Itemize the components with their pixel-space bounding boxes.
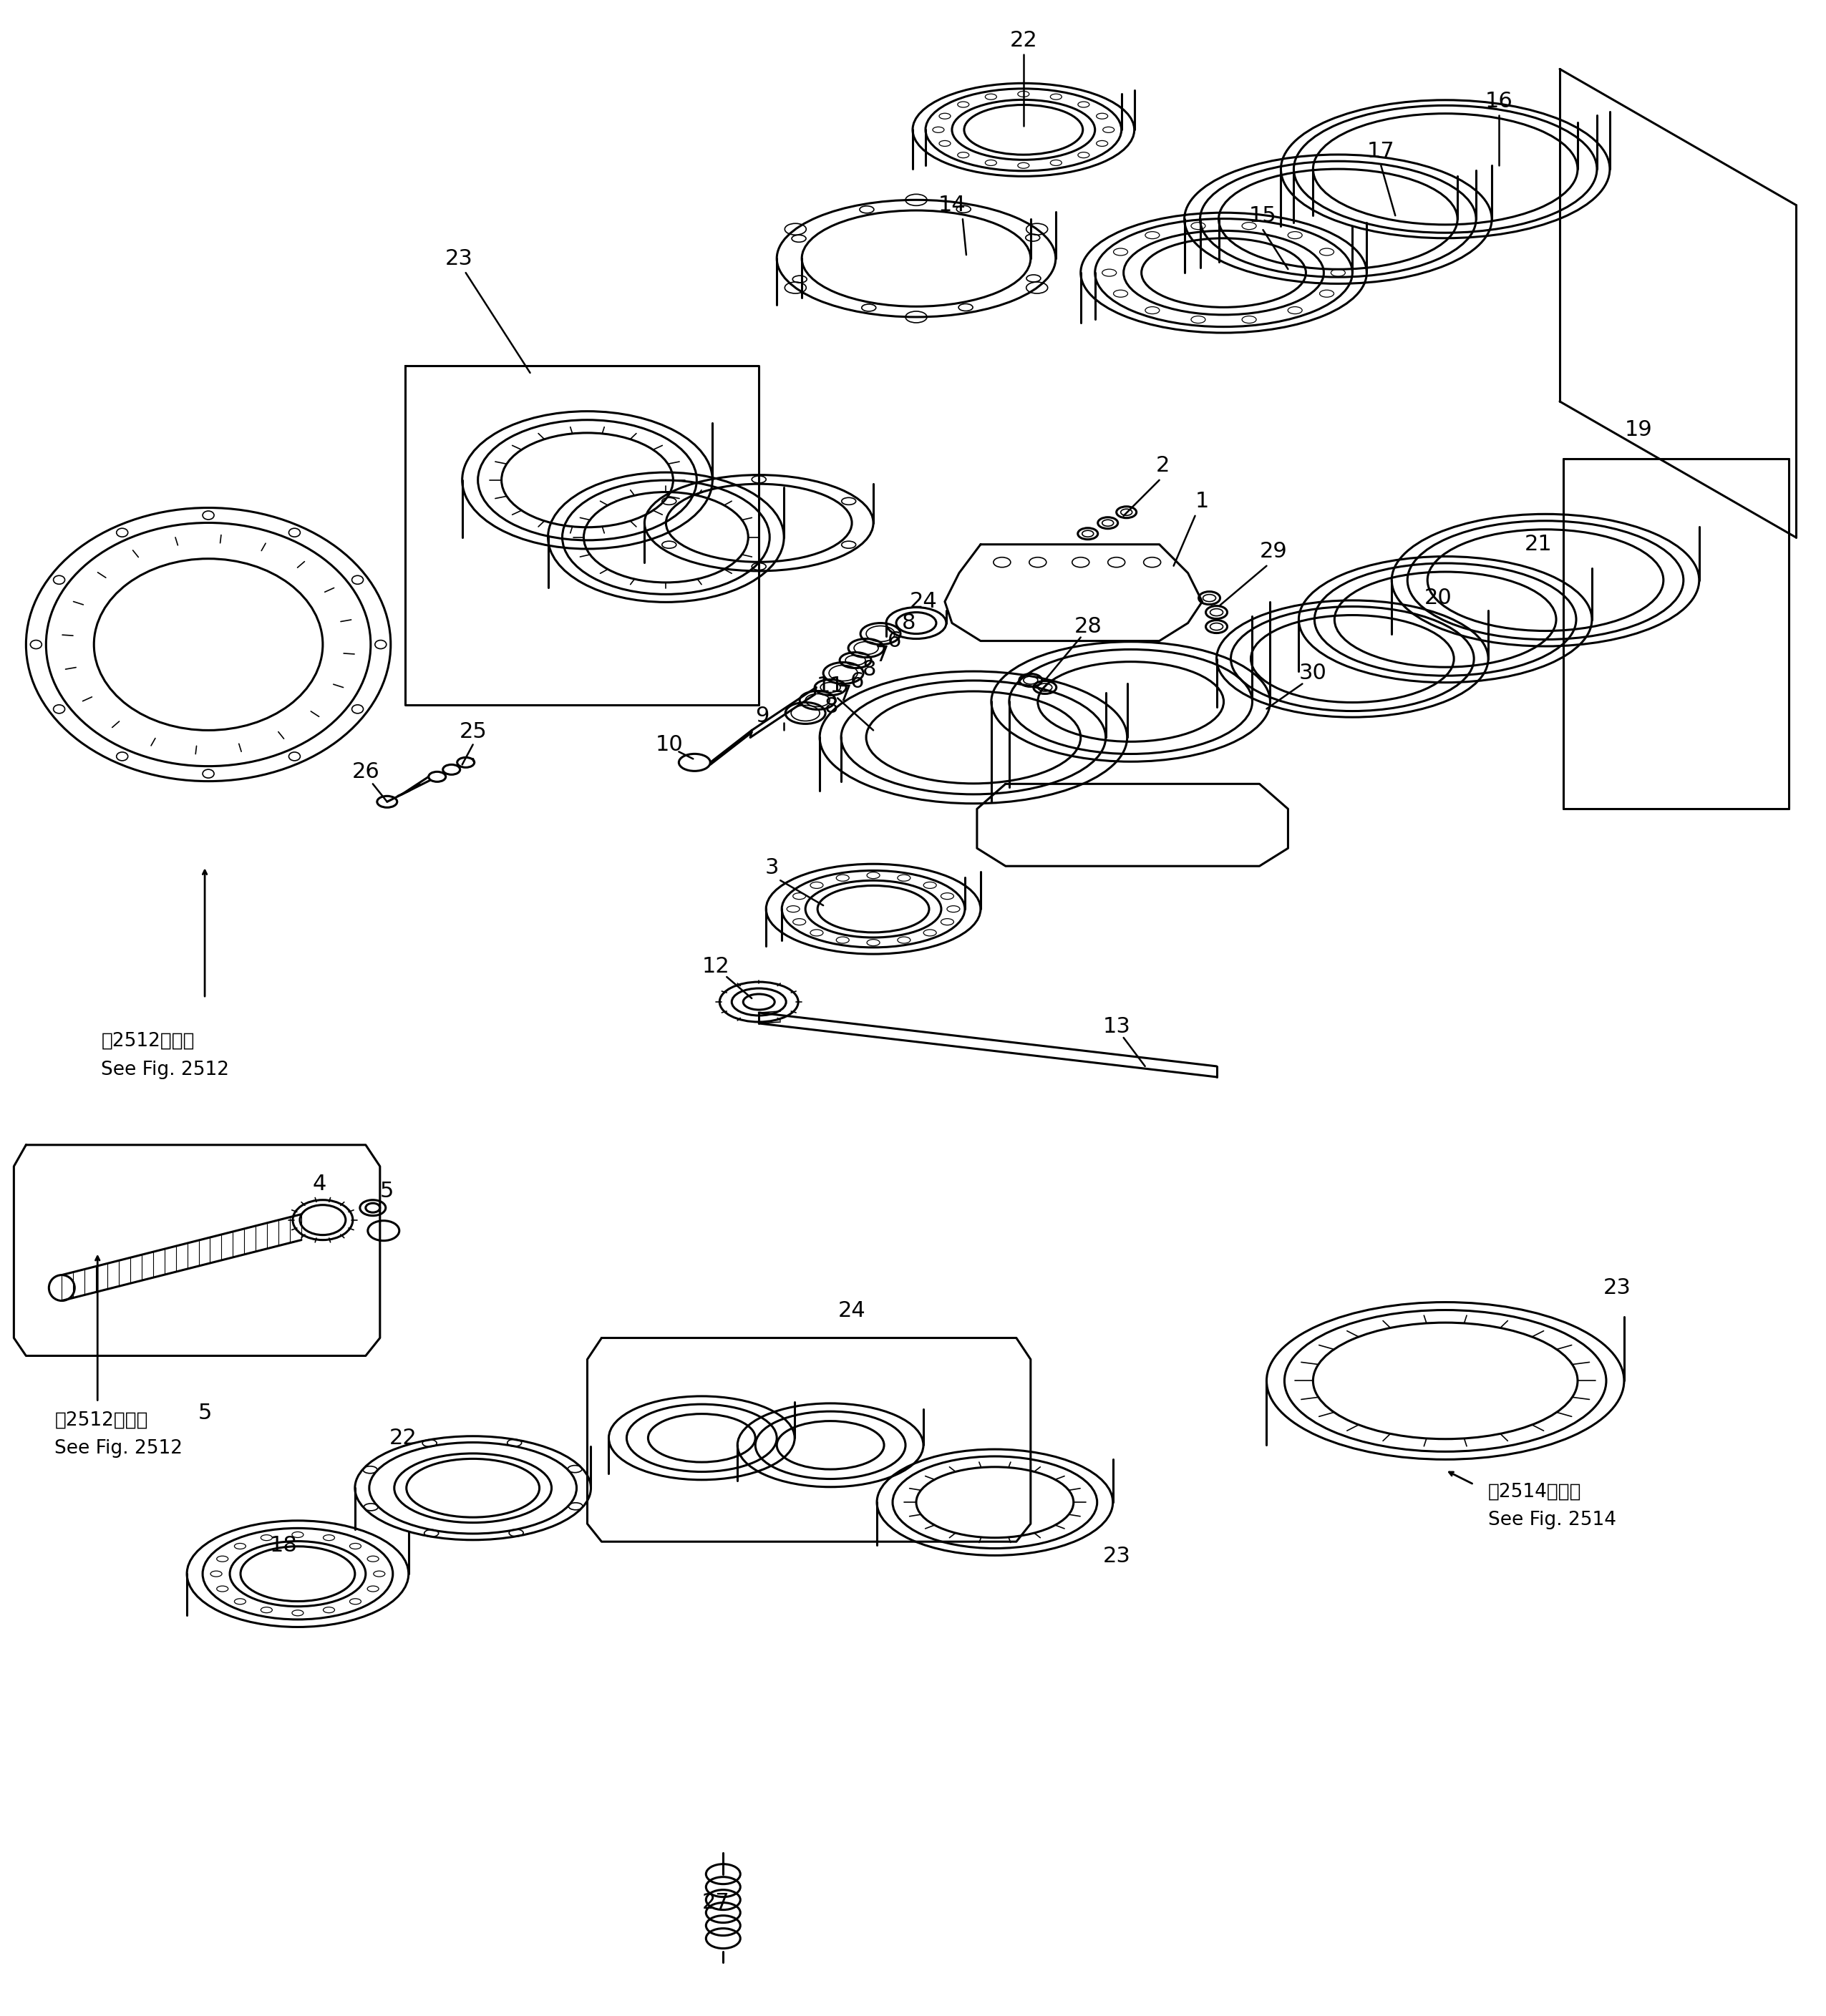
Text: 28: 28 [1074, 617, 1101, 637]
Text: 14: 14 [939, 194, 966, 216]
Text: 25: 25 [458, 722, 488, 742]
Text: 8: 8 [902, 613, 917, 633]
Text: 26: 26 [352, 762, 380, 782]
Text: 7: 7 [838, 683, 851, 706]
Text: 第2514図参照: 第2514図参照 [1488, 1482, 1581, 1502]
Text: 12: 12 [703, 956, 730, 976]
Text: 5: 5 [197, 1403, 212, 1423]
Text: 6: 6 [849, 671, 864, 691]
Text: 22: 22 [1010, 30, 1037, 50]
Text: 4: 4 [312, 1173, 327, 1195]
Text: 30: 30 [1298, 663, 1328, 683]
Text: 29: 29 [1260, 540, 1287, 562]
Text: 23: 23 [1603, 1278, 1631, 1298]
Text: 20: 20 [1424, 587, 1452, 609]
Text: 8: 8 [862, 659, 876, 679]
Text: 22: 22 [389, 1427, 416, 1447]
Text: 10: 10 [656, 734, 683, 754]
Text: 第2512図参照: 第2512図参照 [100, 1032, 195, 1050]
Text: 5: 5 [380, 1181, 394, 1202]
Text: See Fig. 2514: See Fig. 2514 [1488, 1510, 1616, 1530]
Text: 2: 2 [1156, 456, 1170, 476]
Text: 9: 9 [756, 706, 769, 726]
Text: See Fig. 2512: See Fig. 2512 [100, 1060, 230, 1079]
Text: 3: 3 [765, 857, 778, 877]
Text: 24: 24 [909, 591, 937, 613]
Text: 23: 23 [1103, 1546, 1130, 1566]
Text: 27: 27 [703, 1893, 730, 1913]
Text: 8: 8 [825, 696, 838, 718]
Text: 21: 21 [1525, 534, 1552, 554]
Text: 24: 24 [838, 1300, 866, 1320]
Text: 18: 18 [270, 1534, 298, 1556]
Text: 17: 17 [1368, 141, 1395, 161]
Text: 19: 19 [1625, 419, 1653, 439]
Text: 23: 23 [446, 248, 473, 268]
Text: 7: 7 [875, 645, 889, 665]
Text: See Fig. 2512: See Fig. 2512 [55, 1439, 183, 1458]
Text: 15: 15 [1249, 206, 1276, 226]
Text: 1: 1 [1196, 492, 1209, 512]
Text: 6: 6 [887, 631, 902, 651]
Text: 13: 13 [1103, 1016, 1130, 1038]
Text: 11: 11 [816, 675, 844, 696]
Text: 第2512図参照: 第2512図参照 [55, 1411, 148, 1429]
Text: 16: 16 [1485, 91, 1512, 111]
